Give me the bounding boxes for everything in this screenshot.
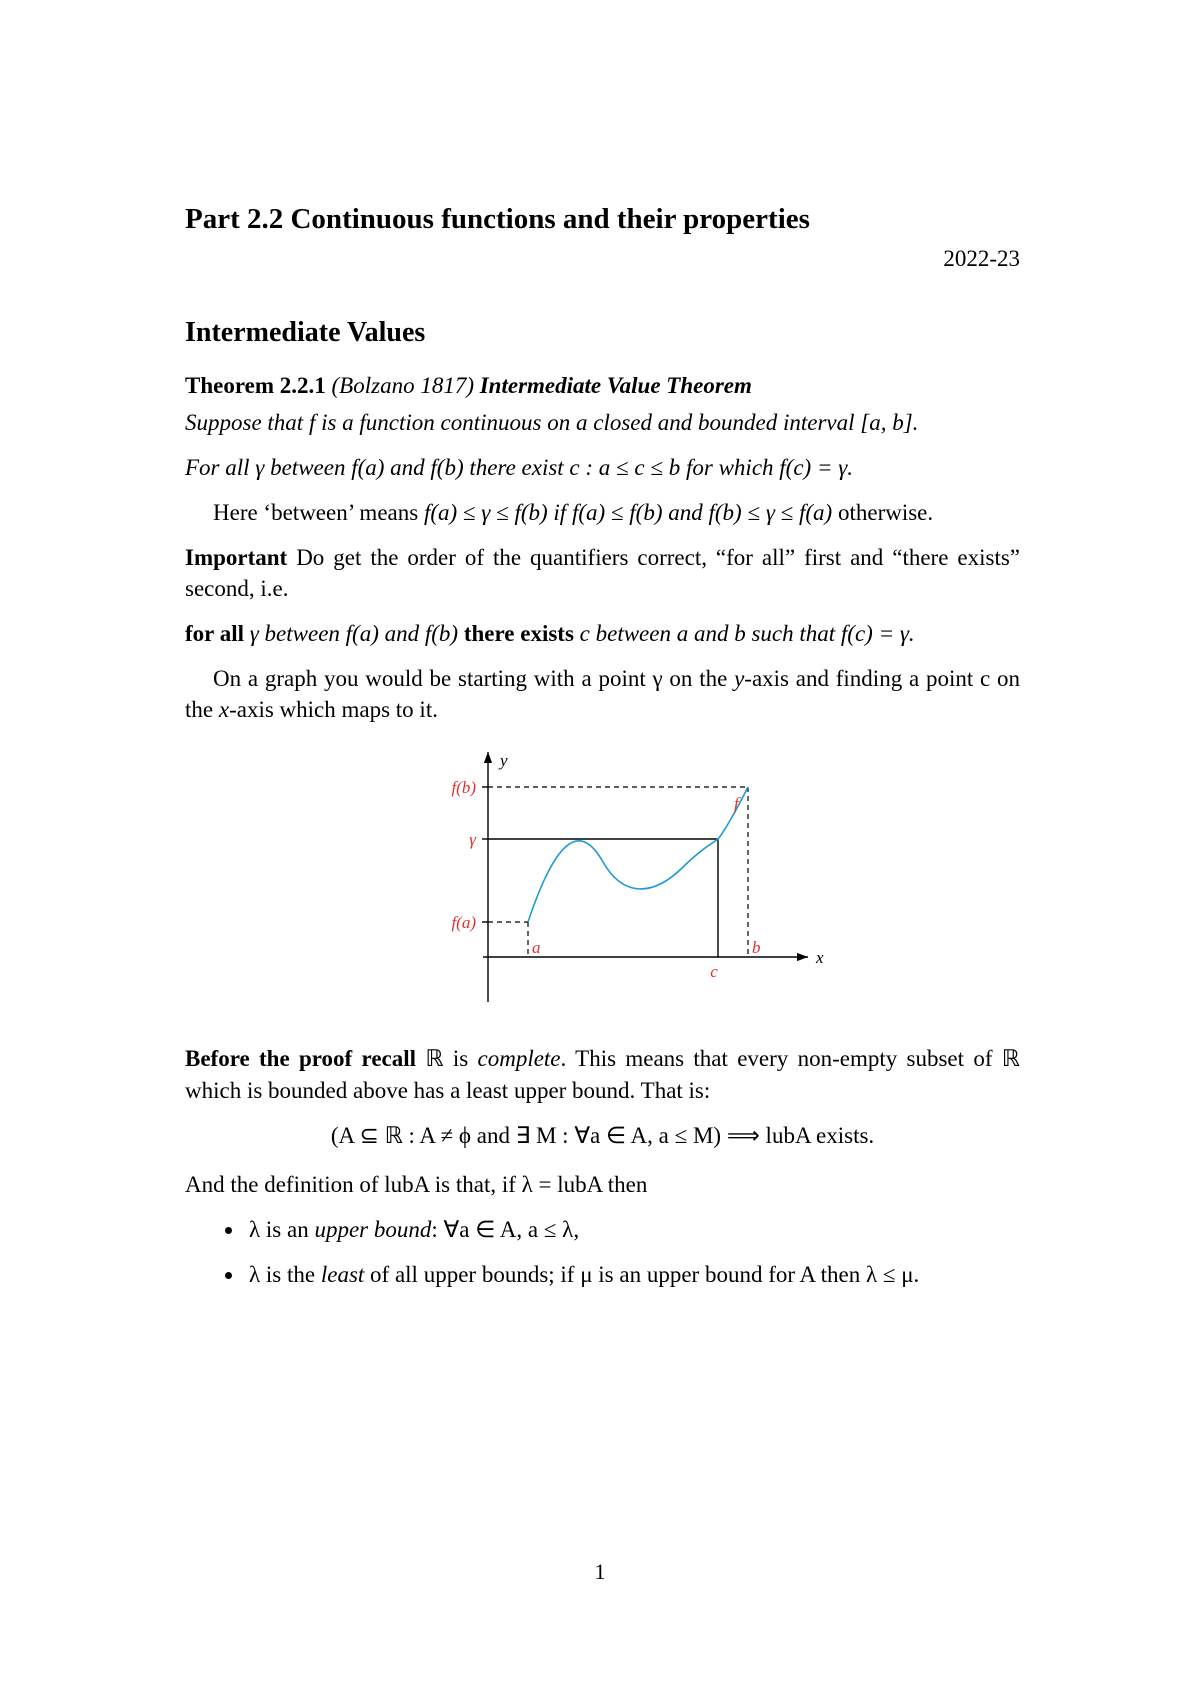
theorem-name: Intermediate Value Theorem: [480, 373, 752, 398]
forall: for all: [185, 621, 244, 646]
important-label: Important: [185, 545, 287, 570]
gi-x: x: [219, 697, 229, 722]
b2-pre: λ is the: [249, 1262, 321, 1287]
svg-text:f(b): f(b): [451, 778, 476, 797]
page-number: 1: [0, 1557, 1200, 1587]
b1-pre: λ is an: [249, 1217, 314, 1242]
bp-R2: ℝ: [1002, 1046, 1020, 1071]
bullet-upper-bound: λ is an upper bound: ∀a ∈ A, a ≤ λ,: [245, 1214, 1020, 1245]
important-note: Important Do get the order of the quanti…: [185, 542, 1020, 604]
graph-intro: On a graph you would be starting with a …: [185, 663, 1020, 725]
theorem-statement-1: Suppose that f is a function continuous …: [185, 407, 1020, 438]
bp-rest1: . This means that every non-empty subset…: [561, 1046, 1002, 1071]
bp-complete: complete: [478, 1046, 561, 1071]
bp-label: Before the proof recall: [185, 1046, 425, 1071]
page: Part 2.2 Continuous functions and their …: [0, 0, 1200, 1697]
gi-1: On a graph you would be starting with a …: [213, 666, 734, 691]
between-prefix: Here ‘between’ means: [213, 500, 424, 525]
gi-3: -axis which maps to it.: [229, 697, 438, 722]
svg-text:c: c: [710, 962, 718, 981]
quantifier-line: for all γ between f(a) and f(b) there ex…: [185, 618, 1020, 649]
b2-least: least: [321, 1262, 364, 1287]
svg-text:y: y: [498, 751, 508, 770]
between-explanation: Here ‘between’ means f(a) ≤ γ ≤ f(b) if …: [185, 497, 1020, 528]
q-part2: c between a and b such that f(c) = γ.: [574, 621, 915, 646]
svg-text:γ: γ: [469, 830, 477, 849]
gi-y: y: [734, 666, 744, 691]
figure-ivt: yxf(b)γf(a)abcf: [185, 747, 1020, 1015]
bp-mid: is: [444, 1046, 478, 1071]
svg-text:x: x: [815, 948, 824, 967]
b1-post: : ∀a ∈ A, a ≤ λ,: [431, 1217, 579, 1242]
between-math: f(a) ≤ γ ≤ f(b) if f(a) ≤ f(b) and f(b) …: [424, 500, 832, 525]
important-text: Do get the order of the quantifiers corr…: [185, 545, 1020, 601]
svg-text:f(a): f(a): [451, 913, 476, 932]
section-heading: Intermediate Values: [185, 314, 1020, 352]
theorem-statement-2: For all γ between f(a) and f(b) there ex…: [185, 452, 1020, 483]
year: 2022-23: [185, 243, 1020, 274]
svg-text:b: b: [752, 938, 761, 957]
bp-rest2: which is bounded above has a least upper…: [185, 1078, 710, 1103]
theorem-header: Theorem 2.2.1 (Bolzano 1817) Intermediat…: [185, 370, 1020, 401]
lub-implication: (A ⊆ ℝ : A ≠ ϕ and ∃ M : ∀a ∈ A, a ≤ M) …: [185, 1120, 1020, 1151]
bullet-least: λ is the least of all upper bounds; if μ…: [245, 1259, 1020, 1290]
lub-def-intro: And the definition of lubA is that, if λ…: [185, 1169, 1020, 1200]
exists: there exists: [464, 621, 574, 646]
between-suffix: otherwise.: [832, 500, 933, 525]
theorem-citation: (Bolzano 1817): [332, 373, 474, 398]
q-part1: γ between f(a) and f(b): [244, 621, 464, 646]
b2-post: of all upper bounds; if μ is an upper bo…: [364, 1262, 919, 1287]
ivt-chart: yxf(b)γf(a)abcf: [368, 747, 838, 1007]
svg-text:a: a: [532, 938, 541, 957]
page-title: Part 2.2 Continuous functions and their …: [185, 200, 1020, 239]
theorem-label: Theorem 2.2.1: [185, 373, 326, 398]
before-proof: Before the proof recall ℝ is complete. T…: [185, 1043, 1020, 1105]
b1-ub: upper bound: [314, 1217, 431, 1242]
bp-R1: ℝ: [425, 1046, 443, 1071]
lub-bullets: λ is an upper bound: ∀a ∈ A, a ≤ λ, λ is…: [185, 1214, 1020, 1290]
